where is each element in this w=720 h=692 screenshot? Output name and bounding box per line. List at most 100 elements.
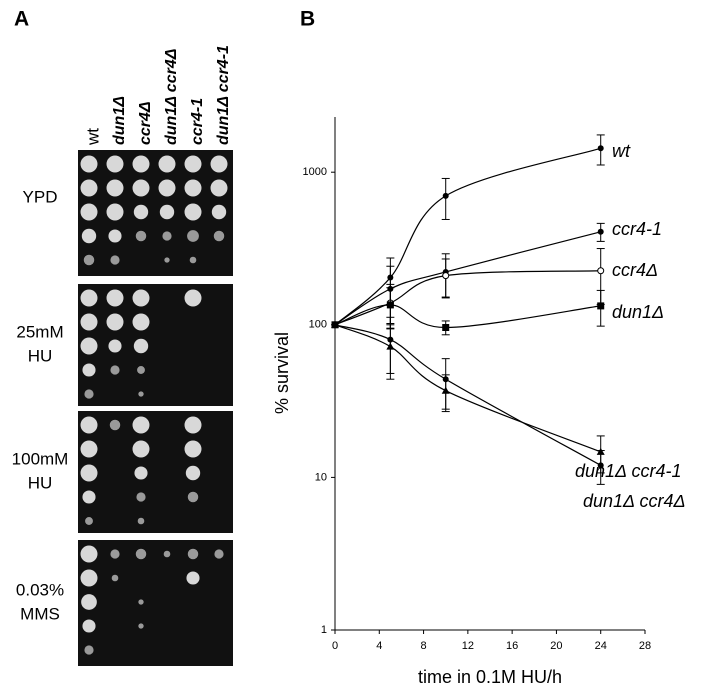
colony-spot [187,491,199,503]
x-tick-label: 16 [506,640,518,652]
point [597,267,605,275]
colony-spot [82,619,96,633]
series-label: dun1Δ ccr4-1 [575,461,681,481]
x-tick-label: 24 [595,640,607,652]
colony-spot [184,203,202,221]
colony-spot [106,289,124,307]
colony-spot [80,313,98,331]
row-label: 100mM [12,449,69,468]
colony-spot [138,391,144,397]
y-tick-label: 100 [309,319,327,331]
series-label: ccr4Δ [612,260,658,280]
colony-spot [84,389,94,399]
colony-spot [82,490,96,504]
colony-spot [187,230,199,242]
colony-spot [106,155,124,173]
series-line [334,147,601,326]
colony-spot [132,416,150,434]
colony-spot [184,289,202,307]
colony-spot [135,230,147,242]
colony-spot [82,363,96,377]
row-label: HU [28,346,53,365]
colony-spot [158,179,176,197]
series-line [334,324,601,453]
point [387,336,394,343]
row-label: YPD [23,187,58,206]
colony-spot [136,492,146,502]
colony-spot [106,203,124,221]
row-label: MMS [20,604,60,623]
colony-spot [184,155,202,173]
colony-spot [138,623,144,629]
plate [78,411,233,533]
colony-spot [80,337,98,355]
colony-spot [132,179,150,197]
point [332,321,338,328]
colony-spot [137,517,145,525]
colony-spot [159,204,175,220]
colony-spot [81,228,97,244]
series-line [334,304,601,329]
colony-spot [80,289,98,307]
x-tick-label: 0 [332,640,338,652]
series-line [334,324,602,466]
plate [78,150,233,276]
colony-spot [138,599,144,605]
colony-spot [80,464,98,482]
colony-spot [80,179,98,197]
series-label: dun1Δ ccr4Δ [583,491,686,511]
colony-spot [186,571,200,585]
point [597,228,604,235]
colony-spot [210,179,228,197]
x-tick-label: 4 [376,640,382,652]
plate [78,284,233,406]
colony-spot [80,569,98,587]
colony-spot [106,179,124,197]
colony-spot [132,155,150,173]
point [442,272,450,280]
series-label: ccr4-1 [612,219,662,239]
colony-spot [84,645,94,655]
colony-spot [185,465,201,481]
plate [78,540,233,666]
colony-spot [184,179,202,197]
column-label: dun1Δ ccr4-1 [215,45,232,145]
colony-spot [80,416,98,434]
y-tick-label: 10 [315,471,327,483]
x-tick-label: 28 [639,640,651,652]
colony-spot [110,255,120,265]
colony-spot [164,257,170,263]
colony-spot [135,548,147,560]
colony-spot [184,416,202,434]
column-label: dun1Δ [111,96,128,145]
column-label: ccr4Δ [137,101,154,145]
colony-spot [184,440,202,458]
point [597,145,604,152]
column-label: ccr4-1 [189,98,206,145]
colony-spot [106,313,124,331]
colony-spot [211,204,227,220]
row-label: HU [28,473,53,492]
colony-spot [134,466,148,480]
point [442,324,450,332]
colony-spot [133,204,149,220]
colony-spot [110,549,120,559]
x-tick-label: 12 [462,640,474,652]
point [597,462,604,469]
y-tick-label: 1 [321,624,327,636]
colony-spot [214,549,224,559]
series-label: dun1Δ [612,302,664,322]
colony-spot [80,155,98,173]
point [442,376,449,383]
point [386,301,394,309]
row-label: 25mM [16,322,63,341]
y-tick-label: 1000 [303,166,327,178]
panel-label: A [14,8,29,31]
colony-spot [133,338,149,354]
colony-spot [110,365,120,375]
colony-spot [132,313,150,331]
series-line [334,231,601,326]
x-tick-label: 20 [550,640,562,652]
plates [78,150,233,666]
